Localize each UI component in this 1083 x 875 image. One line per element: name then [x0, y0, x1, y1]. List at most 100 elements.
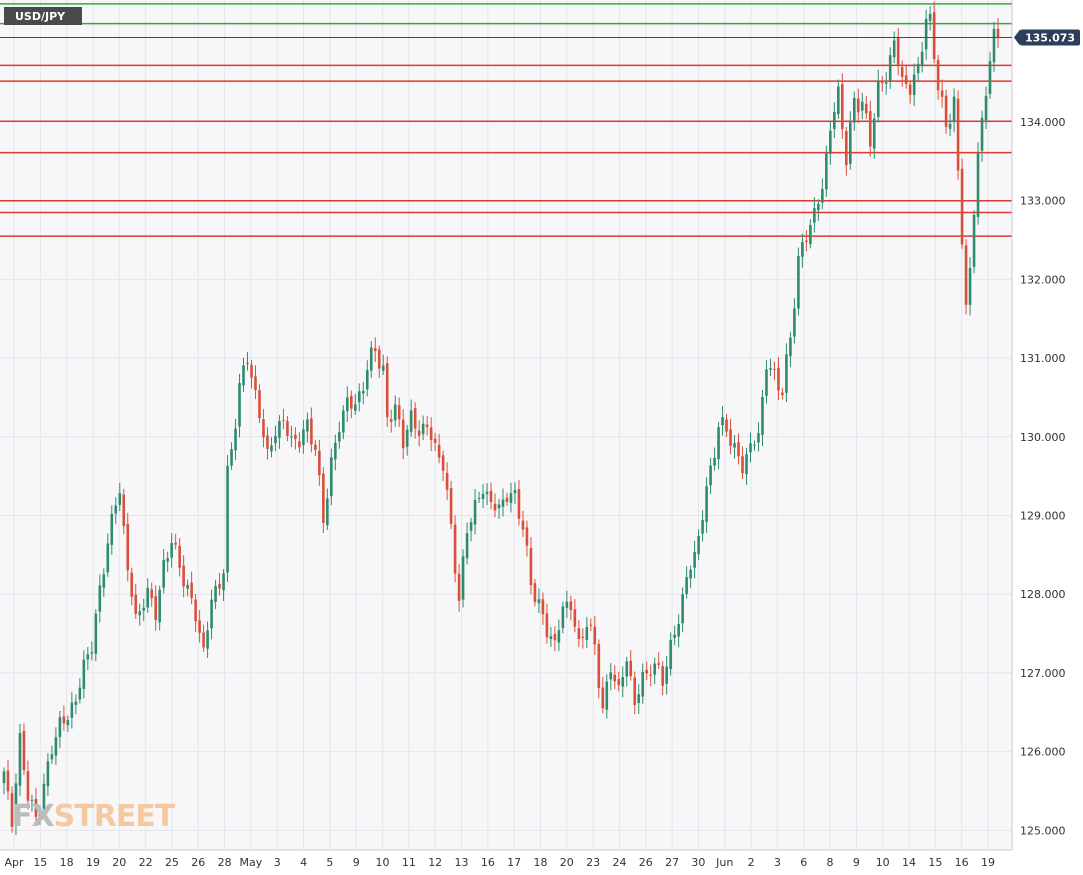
- x-tick-label: 23: [586, 856, 600, 869]
- candle-body: [801, 242, 804, 257]
- candle-body: [130, 572, 134, 597]
- candle-body: [505, 497, 509, 502]
- candle-body: [533, 583, 537, 603]
- x-tick-label: 19: [981, 856, 995, 869]
- candle-body: [689, 569, 692, 579]
- x-tick-label: 13: [455, 856, 469, 869]
- candle-body: [908, 84, 912, 95]
- candle-body: [114, 505, 118, 514]
- candle-body: [753, 444, 756, 446]
- candle-body: [681, 594, 684, 624]
- candle-body: [290, 436, 293, 438]
- candle-body: [493, 503, 497, 511]
- candle-body: [274, 435, 277, 444]
- candle-body: [845, 131, 848, 166]
- candle-body: [453, 524, 457, 574]
- candle-body: [190, 582, 193, 598]
- candle-body: [497, 504, 501, 509]
- candle-body: [888, 55, 892, 81]
- candle-body: [657, 663, 660, 665]
- candle-body: [182, 565, 185, 587]
- candle-body: [262, 419, 265, 438]
- candle-body: [218, 583, 221, 589]
- candle-body: [525, 527, 529, 546]
- candle-body: [202, 632, 205, 648]
- x-tick-label: 16: [955, 856, 969, 869]
- candle-body: [581, 636, 585, 638]
- grid: [0, 0, 1012, 850]
- candle-body: [346, 397, 349, 412]
- candle-body: [222, 573, 225, 591]
- candle-body: [357, 391, 361, 403]
- candle-body: [449, 488, 453, 524]
- candle-body: [521, 520, 525, 530]
- candle-body: [637, 694, 641, 703]
- x-tick-label: 28: [218, 856, 232, 869]
- candle-body: [178, 545, 181, 568]
- logo-part-fx: FX: [12, 799, 54, 834]
- candle-body: [286, 420, 289, 436]
- candle-body: [709, 465, 712, 486]
- candle-body: [984, 95, 988, 121]
- candle-body: [326, 498, 329, 526]
- candle-body: [102, 574, 106, 588]
- logo-part-street: STREET: [54, 799, 176, 834]
- candle-body: [194, 599, 197, 622]
- y-tick-label: 133.000: [1020, 195, 1066, 208]
- candle-body: [38, 810, 42, 819]
- candle-body: [393, 404, 397, 421]
- x-tick-label: 27: [665, 856, 679, 869]
- y-tick-label: 127.000: [1020, 667, 1066, 680]
- candle-body: [797, 255, 800, 309]
- x-tick-label: 5: [326, 856, 333, 869]
- candle-body: [142, 607, 146, 611]
- candle-body: [904, 75, 908, 84]
- candle-body: [645, 669, 649, 674]
- candle-body: [266, 435, 269, 450]
- candle-body: [246, 362, 249, 364]
- candle-body: [900, 67, 904, 77]
- candle-body: [841, 84, 844, 129]
- candle-body: [270, 445, 273, 452]
- candle-body: [613, 674, 617, 682]
- candle-body: [22, 731, 26, 771]
- candle-body: [306, 419, 309, 432]
- candle-body: [649, 674, 652, 676]
- candle-body: [254, 376, 257, 391]
- y-tick-label: 132.000: [1020, 273, 1066, 286]
- y-tick-label: 125.000: [1020, 824, 1066, 837]
- candle-body: [653, 663, 656, 675]
- candle-body: [793, 308, 796, 337]
- candle-body: [98, 585, 102, 612]
- candle-body: [58, 717, 62, 738]
- y-tick-label: 134.000: [1020, 116, 1066, 129]
- candle-body: [932, 12, 936, 60]
- candle-body: [314, 444, 317, 451]
- candle-body: [10, 793, 14, 827]
- candle-body: [513, 490, 517, 494]
- candle-body: [669, 640, 672, 669]
- candle-body: [916, 63, 920, 74]
- candle-body: [852, 98, 856, 123]
- candle-body: [282, 419, 285, 421]
- candle-body: [186, 584, 189, 589]
- candle-body: [944, 95, 948, 127]
- candle-body: [848, 122, 852, 164]
- candle-body: [485, 491, 489, 495]
- symbol-text: USD/JPY: [15, 10, 66, 23]
- candle-body: [553, 633, 557, 641]
- candle-body: [401, 419, 405, 449]
- candle-body: [573, 609, 577, 627]
- y-axis: 125.000 126.000 127.000 128.000 129.000 130.0…: [1020, 116, 1066, 837]
- symbol-label: USD/JPY: [4, 7, 82, 25]
- x-tick-label: 4: [300, 856, 307, 869]
- candle-body: [369, 347, 373, 371]
- candle-body: [389, 419, 393, 422]
- candle-body: [166, 558, 169, 562]
- candle-body: [278, 420, 281, 438]
- candle-body: [433, 438, 437, 443]
- candle-body: [529, 547, 533, 586]
- candle-body: [821, 189, 824, 203]
- candle-body: [988, 61, 992, 95]
